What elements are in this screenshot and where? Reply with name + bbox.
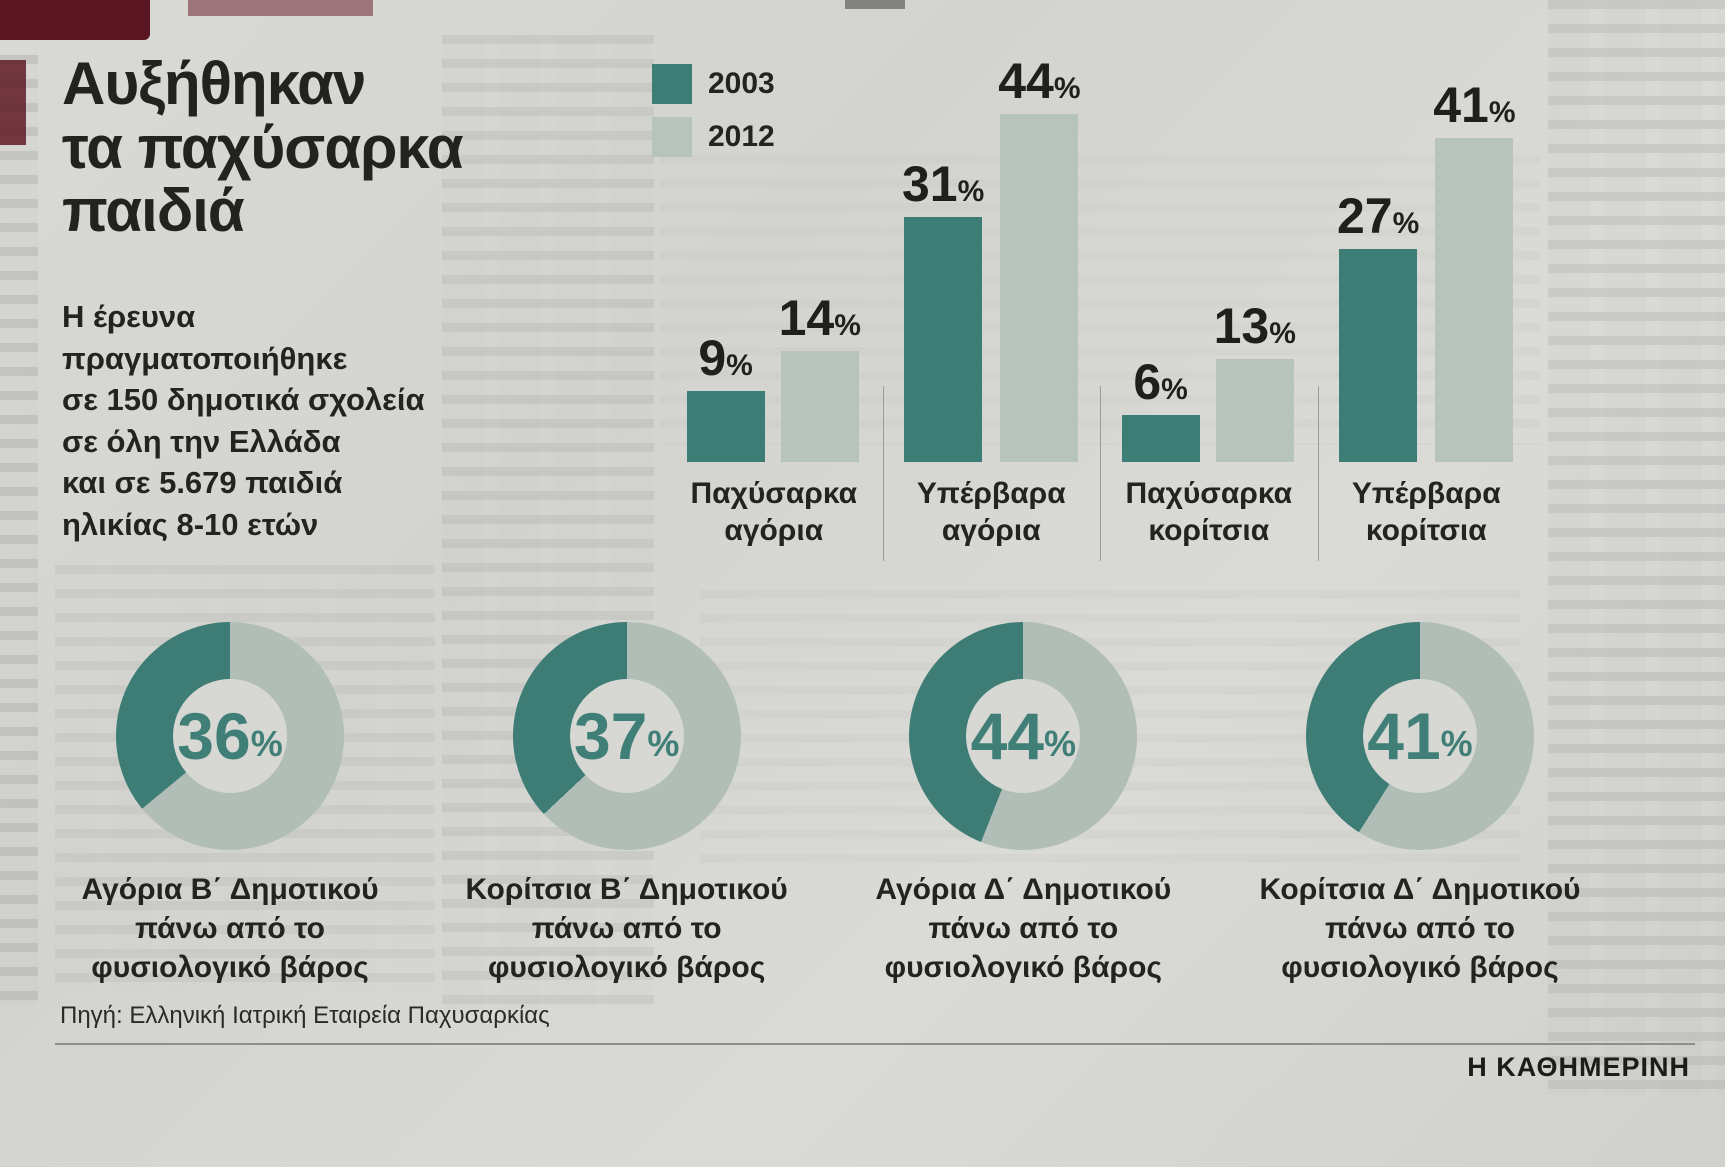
donut-value: 44% (970, 699, 1077, 773)
bar-2012 (780, 351, 859, 462)
category-label: Παχύσαρκα κορίτσια (1125, 477, 1293, 547)
bar-value-label: 31% (901, 156, 985, 213)
donut-hole (966, 679, 1081, 793)
bar-2003 (1339, 248, 1418, 462)
donut-boys-grade4: 44% Αγόρια Δ΄ Δημοτικού πάνω από το φυσι… (838, 622, 1208, 987)
bar-value-label: 13% (1213, 298, 1296, 355)
bar-value-label: 41% (1433, 77, 1516, 134)
page-title: Αυξήθηκαν τα παχύσαρκα παιδιά (62, 50, 464, 245)
legend-label-2012: 2012 (708, 120, 775, 153)
donut-label: Κορίτσια Δ΄ Δημοτικού πάνω από το φυσιολ… (1259, 873, 1581, 984)
donut-chart: 44% (909, 622, 1138, 850)
donut-girls-grade4: 41% Κορίτσια Δ΄ Δημοτικού πάνω από το φυ… (1235, 622, 1605, 987)
donut-hole (173, 679, 287, 793)
bar-value-label: 14% (778, 290, 861, 347)
bar-group-overweight-girls: 27% 41% Υπέρβαρα κορίτσια (1318, 62, 1536, 567)
legend-swatch-2003 (652, 64, 692, 104)
legend-item-2003: 2003 (652, 64, 775, 104)
bar-2003 (904, 217, 983, 462)
donut-value: 41% (1367, 699, 1473, 773)
bar-chart: 9% 14% Παχύσαρκα αγόρια 31% 44% (665, 56, 1536, 567)
donut-hole (569, 679, 684, 793)
donut-label: Κορίτσια Β΄ Δημοτικού πάνω από το φυσιολ… (465, 873, 788, 984)
donut-label: Αγόρια Δ΄ Δημοτικού πάνω από το φυσιολογ… (875, 873, 1172, 984)
scan-artifact (845, 0, 905, 9)
donut-chart: 37% (512, 622, 741, 850)
donut-chart: 36% (116, 622, 344, 850)
category-label: Παχύσαρκα αγόρια (690, 477, 858, 547)
bar-value-label: 9% (698, 329, 753, 386)
legend: 2003 2012 (652, 64, 775, 170)
donut-charts: 36% Αγόρια Β΄ Δημοτικού πάνω από το φυσι… (45, 622, 1605, 987)
donut-boys-grade2: 36% Αγόρια Β΄ Δημοτικού πάνω από το φυσι… (45, 622, 415, 987)
bar-2012 (1215, 359, 1294, 462)
legend-swatch-2012 (652, 117, 692, 157)
donut-chart: 41% (1305, 622, 1534, 850)
subtitle: Η έρευνα πραγματοποιήθηκε σε 150 δημοτικ… (62, 299, 425, 542)
bar-2012 (1435, 138, 1514, 462)
ghost-text-column (0, 55, 38, 1005)
donut-hole (1362, 679, 1477, 793)
bar-2003 (1121, 414, 1200, 462)
bar-group-obese-girls: 6% 13% Παχύσαρκα κορίτσια (1100, 62, 1318, 567)
bar-value-label: 27% (1336, 187, 1420, 244)
donut-label: Αγόρια Β΄ Δημοτικού πάνω από το φυσιολογ… (81, 873, 379, 984)
bar-value-label: 6% (1133, 353, 1188, 410)
masthead-fragment (188, 0, 373, 16)
bar-group-obese-boys: 9% 14% Παχύσαρκα αγόρια (665, 62, 883, 567)
donut-value: 37% (573, 699, 680, 773)
legend-label-2003: 2003 (708, 67, 775, 100)
masthead-fragment (0, 0, 150, 40)
category-label: Υπέρβαρα αγόρια (916, 477, 1066, 547)
donut-value: 36% (177, 699, 283, 773)
group-divider (1100, 386, 1101, 561)
category-label: Υπέρβαρα κορίτσια (1351, 477, 1501, 547)
bar-group-overweight-boys: 31% 44% Υπέρβαρα αγόρια (883, 56, 1101, 567)
legend-item-2012: 2012 (652, 117, 775, 157)
footer-rule (55, 1043, 1695, 1045)
group-divider (882, 386, 884, 561)
bar-2003 (686, 390, 765, 462)
masthead-fragment (0, 60, 26, 145)
group-divider (1317, 386, 1319, 561)
newspaper-name: Η ΚΑΘΗΜΕΡΙΝΗ (1467, 1052, 1690, 1082)
bar-2012 (1000, 114, 1079, 462)
donut-girls-grade2: 37% Κορίτσια Β΄ Δημοτικού πάνω από το φυ… (442, 622, 812, 987)
source-note: Πηγή: Ελληνική Ιατρική Εταιρεία Παχυσαρκ… (60, 1002, 550, 1029)
bar-value-label: 44% (998, 53, 1081, 110)
